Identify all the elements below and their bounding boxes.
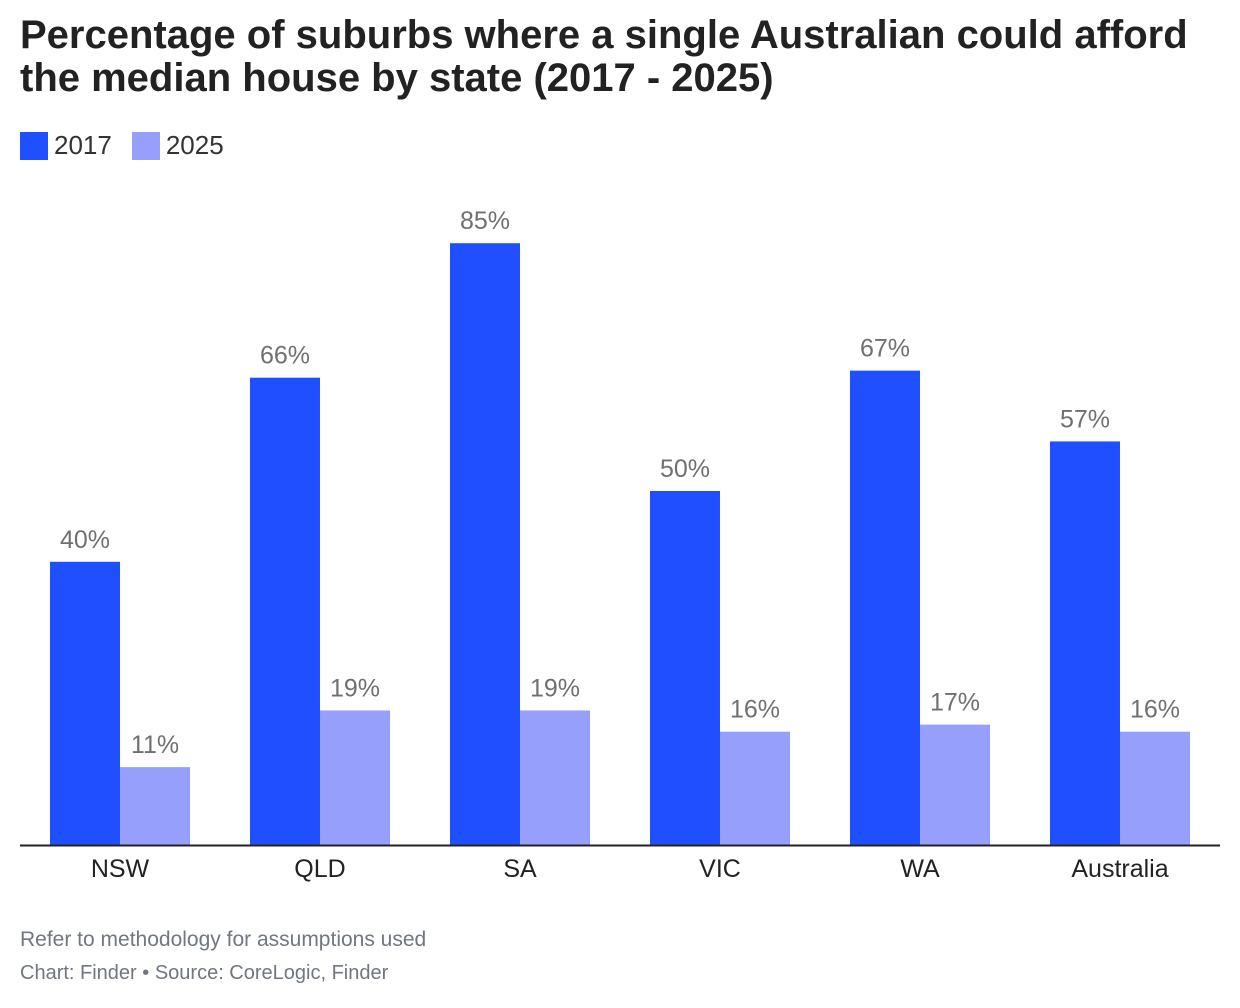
- legend-swatch-2017: [20, 131, 48, 160]
- bar-2017-wa: [850, 370, 920, 845]
- bar-2025-qld: [320, 710, 390, 845]
- bar-2017-vic: [650, 491, 720, 845]
- legend-item-2017: 2017: [20, 130, 112, 161]
- data-label-2025-sa: 19%: [530, 674, 580, 702]
- source-credit: Chart: Finder • Source: CoreLogic, Finde…: [20, 962, 389, 984]
- data-label-2017-sa: 85%: [460, 207, 510, 235]
- legend-label-2025: 2025: [165, 130, 224, 160]
- chart-title: Percentage of suburbs where a single Aus…: [20, 13, 1188, 100]
- x-tick-label-sa: SA: [503, 855, 537, 883]
- x-tick-label-nsw: NSW: [91, 855, 150, 883]
- data-label-2025-wa: 17%: [930, 689, 980, 717]
- legend: 2017 2025: [20, 130, 244, 161]
- data-label-2017-vic: 50%: [660, 455, 710, 483]
- x-tick-label-wa: WA: [900, 855, 940, 883]
- bar-2025-nsw: [120, 767, 190, 845]
- data-label-2017-nsw: 40%: [60, 526, 110, 554]
- legend-label-2017: 2017: [54, 130, 112, 160]
- bar-2025-wa: [920, 724, 990, 845]
- data-label-2025-vic: 16%: [730, 696, 780, 724]
- x-tick-label-qld: QLD: [294, 855, 345, 883]
- bar-2017-australia: [1050, 441, 1120, 845]
- data-label-2017-australia: 57%: [1060, 405, 1110, 433]
- x-tick-label-vic: VIC: [699, 855, 741, 883]
- bar-2025-sa: [520, 710, 590, 845]
- bar-2017-qld: [250, 377, 320, 845]
- bar-2025-vic: [720, 731, 790, 845]
- data-label-2017-wa: 67%: [860, 335, 910, 363]
- data-label-2017-qld: 66%: [260, 342, 310, 370]
- bar-2017-sa: [450, 243, 520, 845]
- data-label-2025-qld: 19%: [330, 674, 380, 702]
- bar-2017-nsw: [50, 561, 120, 845]
- legend-swatch-2025: [131, 131, 160, 160]
- bar-chart: 40% 11% NSW 66% 19% QLD 85% 19% SA 50% 16% VIC 67% 17…: [20, 207, 1220, 883]
- legend-item-2025: 2025: [131, 130, 224, 161]
- methodology-note: Refer to methodology for assumptions use…: [20, 928, 427, 951]
- data-label-2025-australia: 16%: [1130, 696, 1180, 724]
- data-label-2025-nsw: 11%: [131, 731, 179, 759]
- bar-2025-australia: [1120, 731, 1190, 845]
- x-tick-label-australia: Australia: [1071, 855, 1168, 883]
